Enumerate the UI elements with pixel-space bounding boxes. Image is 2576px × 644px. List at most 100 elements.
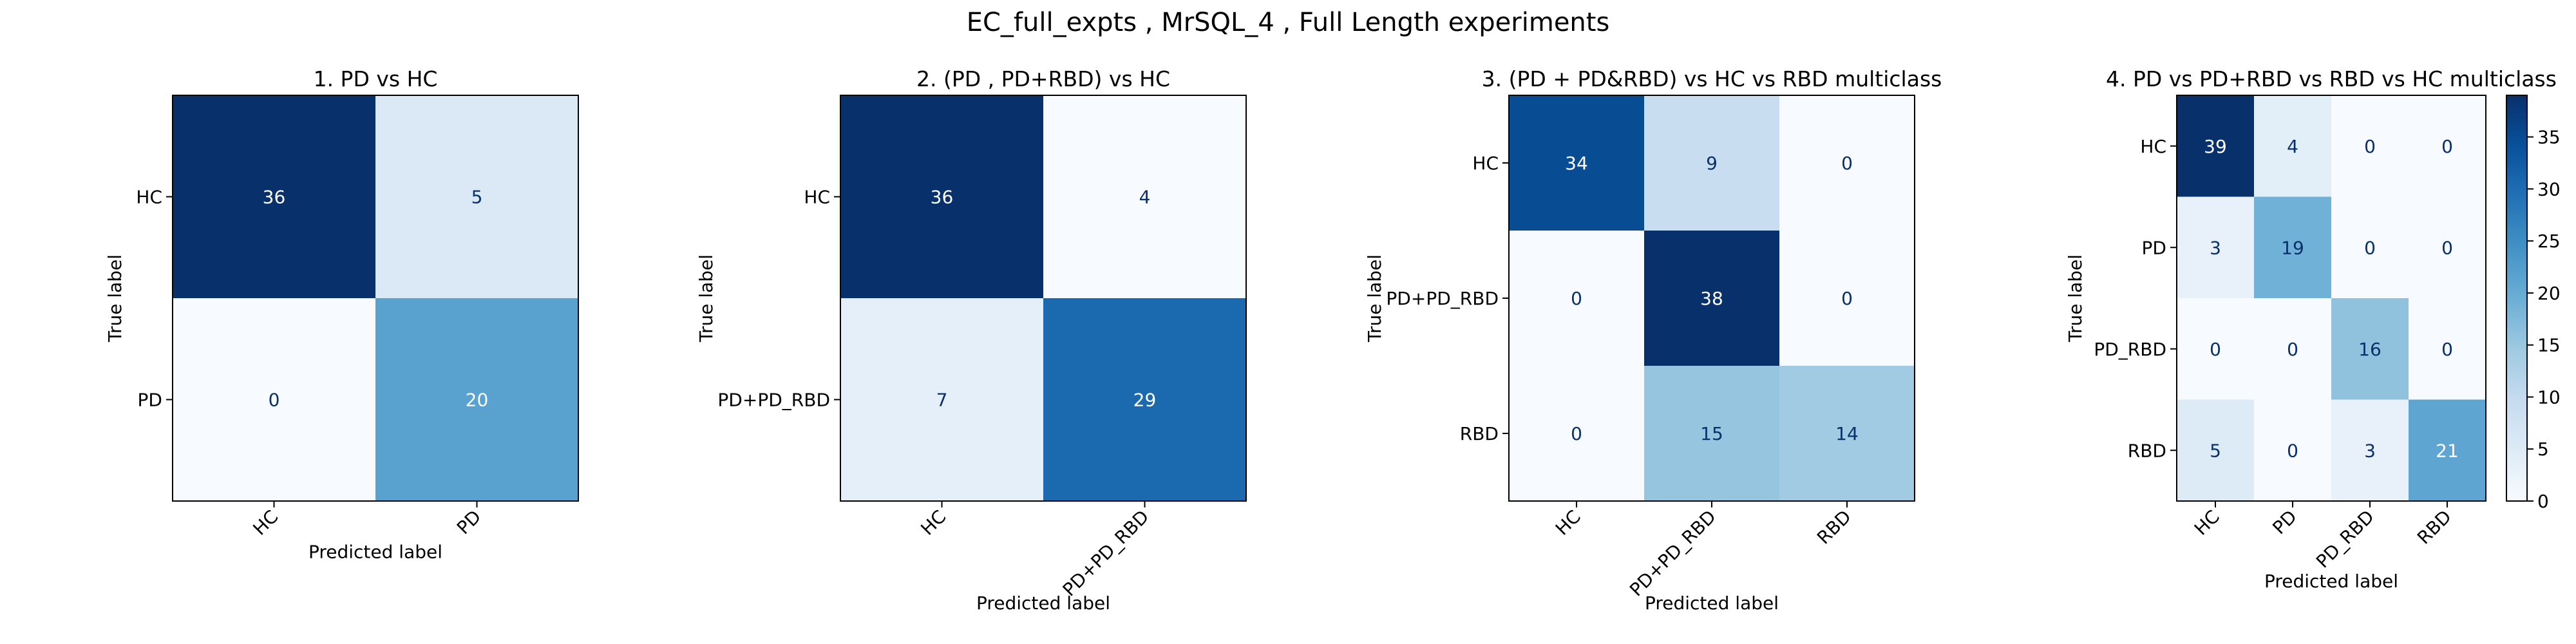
cell-value: 4 — [1139, 187, 1151, 208]
cell-value: 3 — [2210, 237, 2221, 258]
x-axis-label: Predicted label — [1645, 592, 1779, 614]
cell — [1509, 231, 1644, 366]
cell — [2254, 298, 2331, 400]
cell-value: 0 — [269, 390, 280, 411]
cell — [1043, 298, 1246, 501]
cell-value: 36 — [931, 187, 954, 208]
cell — [840, 298, 1043, 501]
panel-title: 3. (PD + PD&RBD) vs HC vs RBD multiclass — [1482, 66, 1942, 91]
cell-value: 5 — [471, 187, 483, 208]
colorbar-tick-label: 0 — [2537, 491, 2549, 512]
y-tick-label: PD — [138, 390, 162, 411]
y-tick-label: RBD — [1460, 423, 1499, 444]
panel-3: 34 9 0 0 38 0 0 15 14 3. (PD + PD&RBD) vs HC vs R… — [1364, 66, 1942, 614]
cell-value: 38 — [1700, 288, 1723, 309]
cell — [1644, 231, 1779, 366]
cell — [2177, 399, 2254, 501]
cell-value: 0 — [2287, 440, 2298, 461]
cell-value: 21 — [2436, 440, 2459, 461]
cell — [173, 298, 375, 501]
colorbar-tick-label: 15 — [2537, 335, 2561, 356]
cell — [2177, 196, 2254, 298]
cell — [2331, 399, 2409, 501]
cell — [1779, 231, 1915, 366]
cell-value: 14 — [1835, 423, 1859, 444]
cell-value: 0 — [2441, 339, 2453, 360]
cell-value: 36 — [263, 187, 286, 208]
cell — [1509, 95, 1644, 231]
cell — [2409, 298, 2486, 400]
y-axis-label: True label — [1364, 254, 1385, 343]
cell — [840, 95, 1043, 298]
panel-title: 1. PD vs HC — [314, 66, 438, 91]
cell — [2331, 298, 2409, 400]
y-tick-label: PD+PD_RBD — [717, 390, 830, 411]
cell — [1644, 95, 1779, 231]
cell-value: 20 — [466, 390, 489, 411]
cell-value: 16 — [2358, 339, 2382, 360]
y-tick-label: RBD — [2128, 440, 2166, 461]
y-tick-label: HC — [1472, 153, 1499, 174]
colorbar-tick-label: 25 — [2537, 231, 2561, 252]
cell-value: 39 — [2204, 136, 2227, 157]
cell-value: 0 — [1841, 288, 1853, 309]
y-axis-label: True label — [2065, 254, 2086, 343]
x-axis-label: Predicted label — [2264, 571, 2398, 592]
y-tick-label: HC — [804, 187, 830, 208]
cell — [2331, 196, 2409, 298]
panel-title: 2. (PD , PD+RBD) vs HC — [916, 66, 1170, 91]
x-axis-label: Predicted label — [976, 592, 1110, 614]
colorbar-tick-label: 35 — [2537, 127, 2561, 148]
cell-value: 7 — [936, 390, 948, 411]
cell-value: 0 — [2210, 339, 2221, 360]
cell — [1779, 366, 1915, 501]
axes-frame — [172, 95, 579, 502]
cell — [2331, 95, 2409, 197]
cell — [375, 298, 578, 501]
cell — [173, 95, 375, 298]
x-axis-label: Predicted label — [308, 542, 442, 563]
panel-title: 4. PD vs PD+RBD vs RBD vs HC multiclass — [2106, 66, 2557, 91]
colorbar-gradient — [2506, 95, 2528, 502]
confusion-matrix-panels: 36 5 0 20 1. PD vs HC HC PD HC PD Predicted label… — [104, 66, 2557, 614]
y-axis-label: True label — [104, 254, 126, 343]
cell — [2177, 298, 2254, 400]
cell — [2409, 399, 2486, 501]
cell-value: 0 — [2364, 237, 2376, 258]
cell-value: 3 — [2364, 440, 2376, 461]
cell — [375, 95, 578, 298]
panel-2: 36 47 292. (PD , PD+RBD) vs HCHCPD+PD_RBDH… — [696, 66, 1247, 614]
cell-value: 0 — [1571, 423, 1582, 444]
cell-value: 0 — [2441, 136, 2453, 157]
y-tick-label: PD+PD_RBD — [1386, 288, 1499, 309]
y-tick-label: HC — [136, 187, 162, 208]
cell-value: 0 — [1841, 153, 1853, 174]
cell-value: 15 — [1700, 423, 1723, 444]
colorbar-tick-label: 20 — [2537, 283, 2561, 304]
colorbar-tick-label: 30 — [2537, 178, 2561, 200]
cell — [2409, 196, 2486, 298]
axes-frame — [2176, 95, 2486, 502]
colorbar-tick-label: 10 — [2537, 386, 2561, 408]
axes-frame — [840, 95, 1247, 502]
cell-value: 5 — [2210, 440, 2221, 461]
cell-value: 19 — [2281, 237, 2304, 258]
y-tick-label: HC — [2140, 136, 2166, 157]
cell — [2177, 95, 2254, 197]
cell — [1644, 366, 1779, 501]
figure-title: EC_full_expts , MrSQL_4 , Full Length ex… — [967, 8, 1610, 37]
colorbar-tick-label: 5 — [2537, 439, 2549, 460]
cell — [1779, 95, 1915, 231]
cell-value: 0 — [1571, 288, 1582, 309]
y-tick-label: PD — [2142, 237, 2166, 258]
y-tick-label: PD_RBD — [2094, 339, 2166, 360]
cell-value: 34 — [1565, 153, 1588, 174]
cell — [2254, 196, 2331, 298]
panel-4: 39 4 0 0 3 19 0 0 0 0 16 0 5 0 3 21 4. PD vs PD+RBD vs R… — [2065, 66, 2557, 592]
cell-value: 4 — [2287, 136, 2298, 157]
cell-value: 9 — [1706, 153, 1718, 174]
cell — [1509, 366, 1644, 501]
cell — [2409, 95, 2486, 197]
